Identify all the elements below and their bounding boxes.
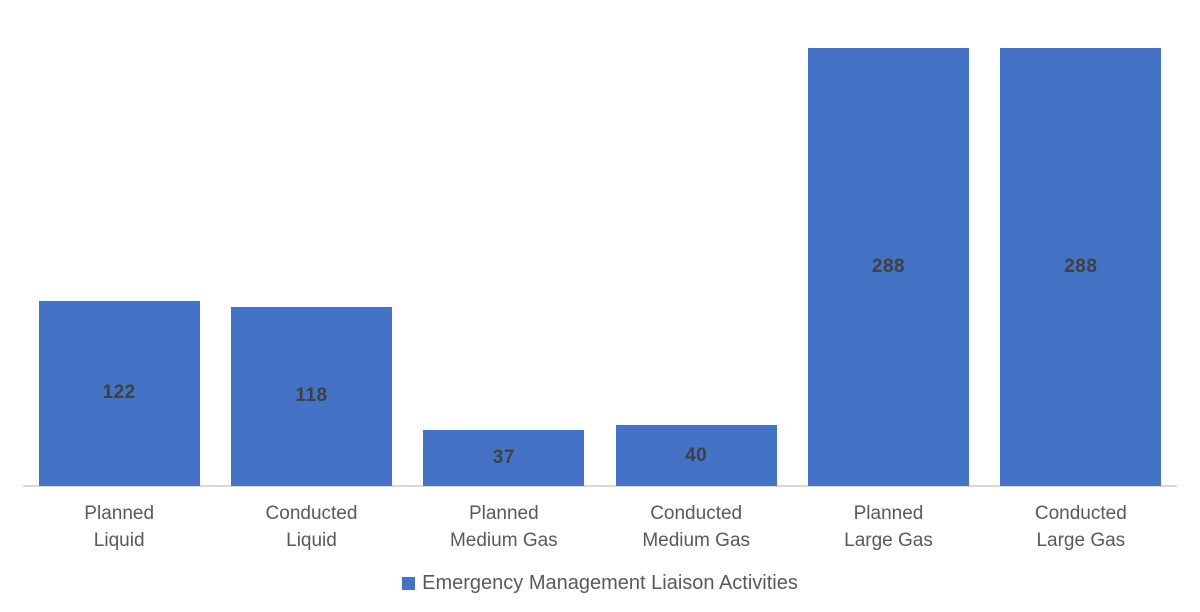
bar: 288	[1000, 48, 1162, 486]
bar: 288	[808, 48, 969, 486]
bar: 122	[38, 300, 200, 486]
bar-value-label: 288	[871, 256, 906, 278]
legend-label: Emergency Management Liaison Activities	[422, 572, 798, 594]
bar: 37	[423, 429, 585, 486]
x-axis-label: Planned Large Gas	[844, 503, 933, 551]
bar-value-label: 122	[102, 382, 136, 404]
bar-value-label: 118	[295, 385, 328, 407]
x-axis-line	[23, 484, 1177, 487]
bar-value-label: 37	[492, 446, 515, 468]
legend-marker-icon	[402, 576, 416, 590]
x-axis-label: Conducted Liquid	[265, 503, 358, 551]
bar-value-label: 40	[685, 444, 708, 466]
bar: 40	[615, 425, 777, 486]
x-axis-label: Planned Liquid	[84, 503, 155, 551]
bar-value-label: 288	[1064, 256, 1098, 278]
x-axis-label: Planned Medium Gas	[449, 503, 558, 551]
x-axis-label: Conducted Large Gas	[1034, 503, 1127, 551]
bar: 118	[231, 306, 392, 486]
legend: Emergency Management Liaison Activities	[0, 571, 1200, 595]
x-axis-label: Conducted Medium Gas	[642, 503, 751, 551]
